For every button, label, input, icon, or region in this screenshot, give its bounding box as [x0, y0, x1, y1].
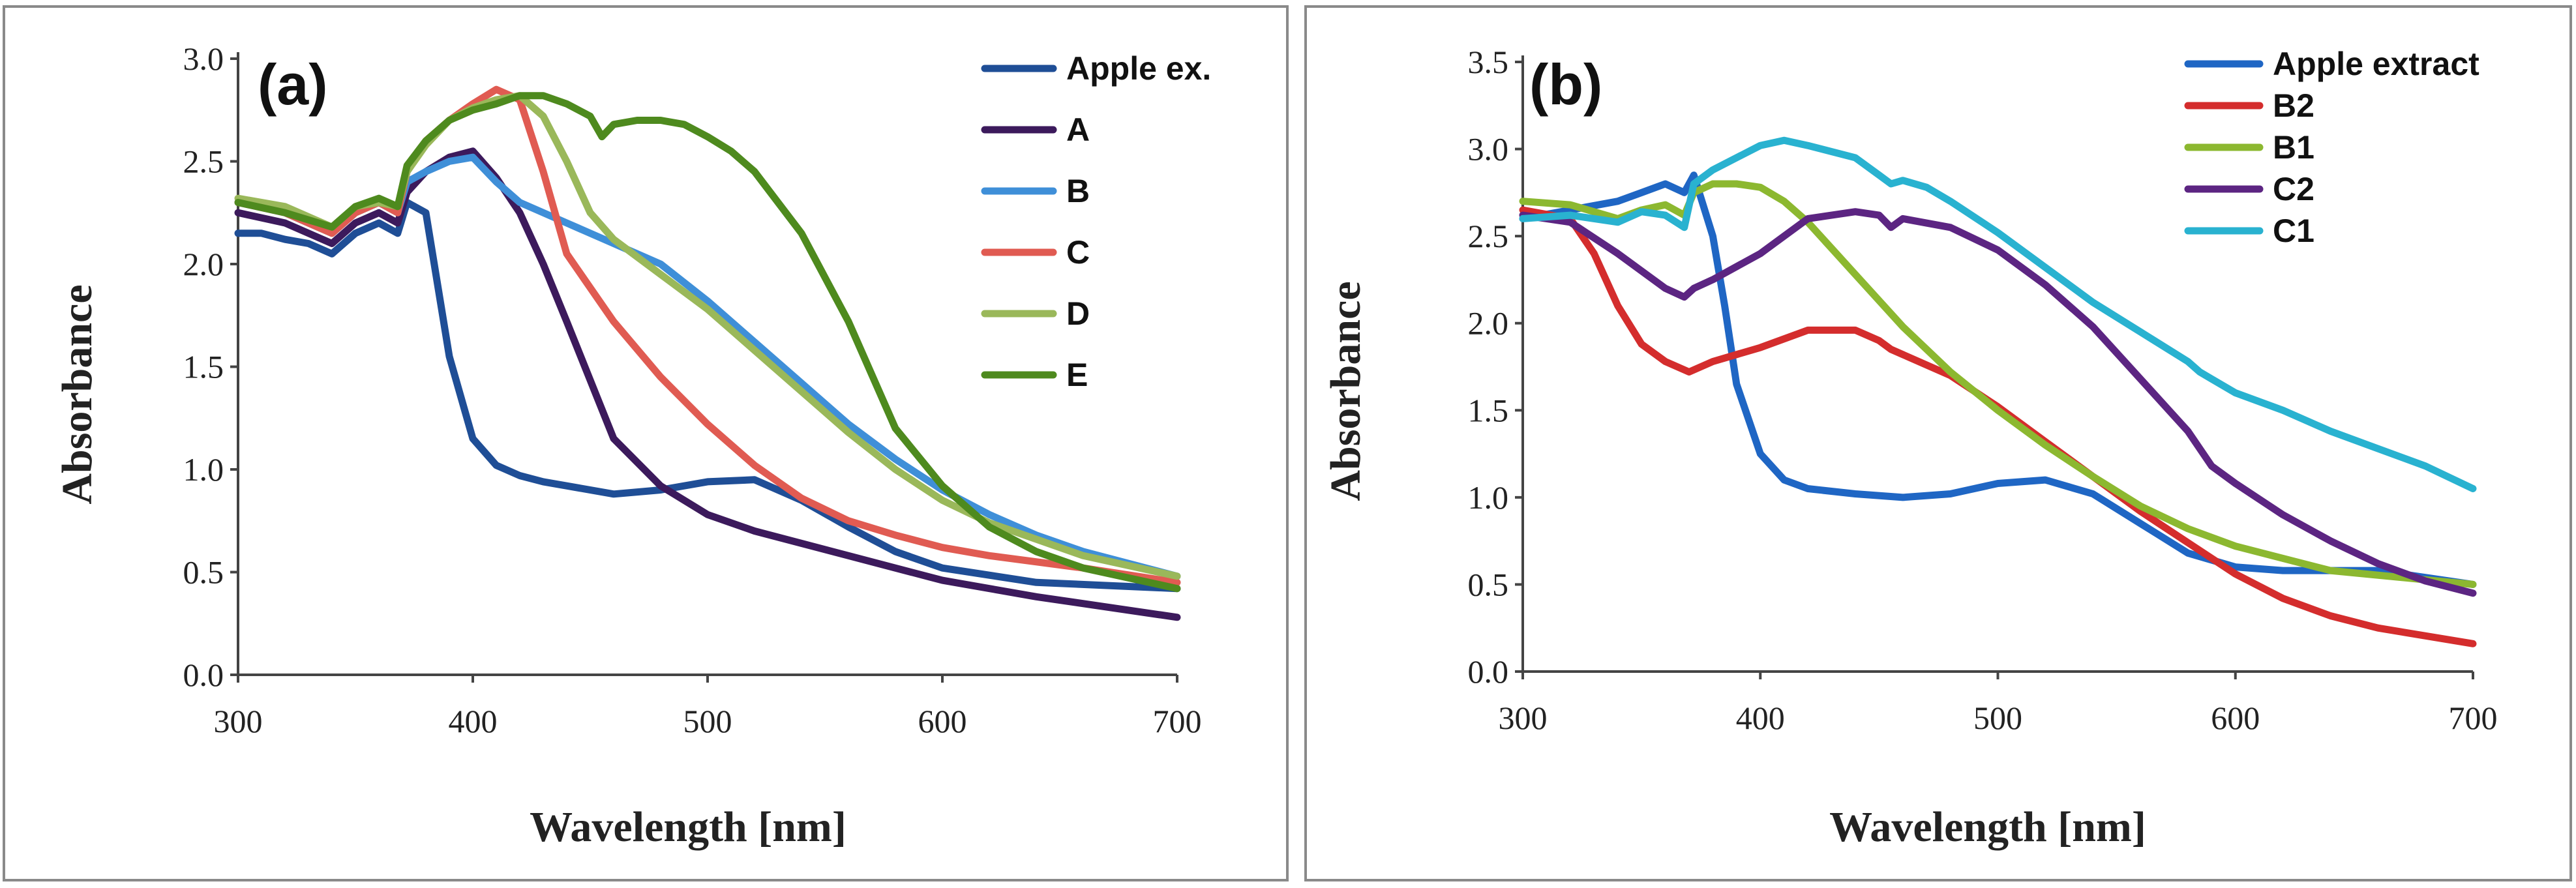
y-tick-label: 0.0: [183, 657, 224, 693]
x-tick-label: 400: [1736, 700, 1785, 736]
legend-label: E: [1066, 357, 1088, 393]
y-tick-label: 1.0: [1468, 479, 1509, 516]
legend-label: A: [1066, 111, 1090, 148]
y-tick-label: 3.0: [1468, 131, 1509, 168]
panel-b-label: (b): [1529, 52, 1602, 117]
series-line-c: [234, 85, 1181, 586]
x-tick-label: 400: [449, 703, 498, 739]
x-tick-label: 600: [918, 703, 967, 739]
panel-b-frame: [1304, 5, 2572, 881]
x-tick-label: 700: [2449, 700, 2498, 736]
legend-label: D: [1066, 295, 1090, 332]
panel-b-axes: 0.0 0.5 1.0 1.5 2.0 2.5 3.0 3.5 300 400 500 600 700: [1468, 44, 2498, 736]
legend-label: Apple extract: [2273, 46, 2479, 82]
y-tick-label: 1.0: [183, 451, 224, 488]
legend-label: C: [1066, 234, 1090, 271]
legend-label: B2: [2273, 87, 2314, 124]
x-tick-label: 300: [1499, 700, 1548, 736]
panel-b-legend: Apple extract B2 B1 C2 C1: [2184, 46, 2479, 249]
legend-label: B1: [2273, 129, 2314, 166]
chart-panel-a: 0.0 0.5 1.0 1.5 2.0 2.5 3.0 300 400 500 600 700 (a)…: [3, 5, 1289, 881]
x-tick-label: 500: [683, 703, 732, 739]
y-tick-label: 2.5: [183, 143, 224, 180]
y-tick-label: 1.5: [1468, 392, 1509, 428]
panel-a-xlabel: Wavelength [nm]: [530, 803, 846, 851]
x-tick-label: 300: [214, 703, 263, 739]
legend-label: C1: [2273, 213, 2314, 249]
panel-b-xlabel: Wavelength [nm]: [1829, 803, 2146, 851]
legend-label: Apple ex.: [1066, 50, 1211, 87]
series-line-c1: [1519, 136, 2477, 492]
panel-a-series: [234, 85, 1181, 621]
y-tick-label: 0.5: [1468, 566, 1509, 602]
series-line-b1: [1519, 180, 2477, 588]
panel-b-series: [1519, 136, 2477, 647]
legend-label: C2: [2273, 171, 2314, 207]
series-line-b2: [1519, 206, 2477, 647]
series-line-c2: [1519, 208, 2477, 597]
x-tick-label: 500: [1973, 700, 2022, 736]
y-tick-label: 1.5: [183, 349, 224, 385]
panel-a-label: (a): [258, 52, 328, 117]
series-line-apple-extract: [1519, 171, 2477, 588]
y-tick-label: 0.5: [183, 554, 224, 591]
panel-a-axes: 0.0 0.5 1.0 1.5 2.0 2.5 3.0 300 400 500 600 700: [183, 40, 1202, 739]
y-tick-label: 2.0: [183, 246, 224, 282]
series-line-e: [234, 92, 1181, 593]
x-tick-label: 700: [1153, 703, 1202, 739]
legend-label: B: [1066, 173, 1090, 209]
panel-b-ylabel: Absorbance: [1322, 281, 1370, 501]
panel-a-ylabel: Absorbance: [53, 284, 101, 504]
y-tick-label: 2.0: [1468, 305, 1509, 342]
y-tick-label: 2.5: [1468, 218, 1509, 254]
x-tick-label: 600: [2211, 700, 2260, 736]
series-line-apple-ex: [234, 199, 1181, 593]
panel-a-frame: [3, 5, 1289, 881]
y-tick-label: 3.5: [1468, 44, 1509, 80]
series-line-d: [234, 92, 1181, 580]
y-tick-label: 0.0: [1468, 653, 1509, 690]
y-tick-label: 3.0: [183, 40, 224, 77]
